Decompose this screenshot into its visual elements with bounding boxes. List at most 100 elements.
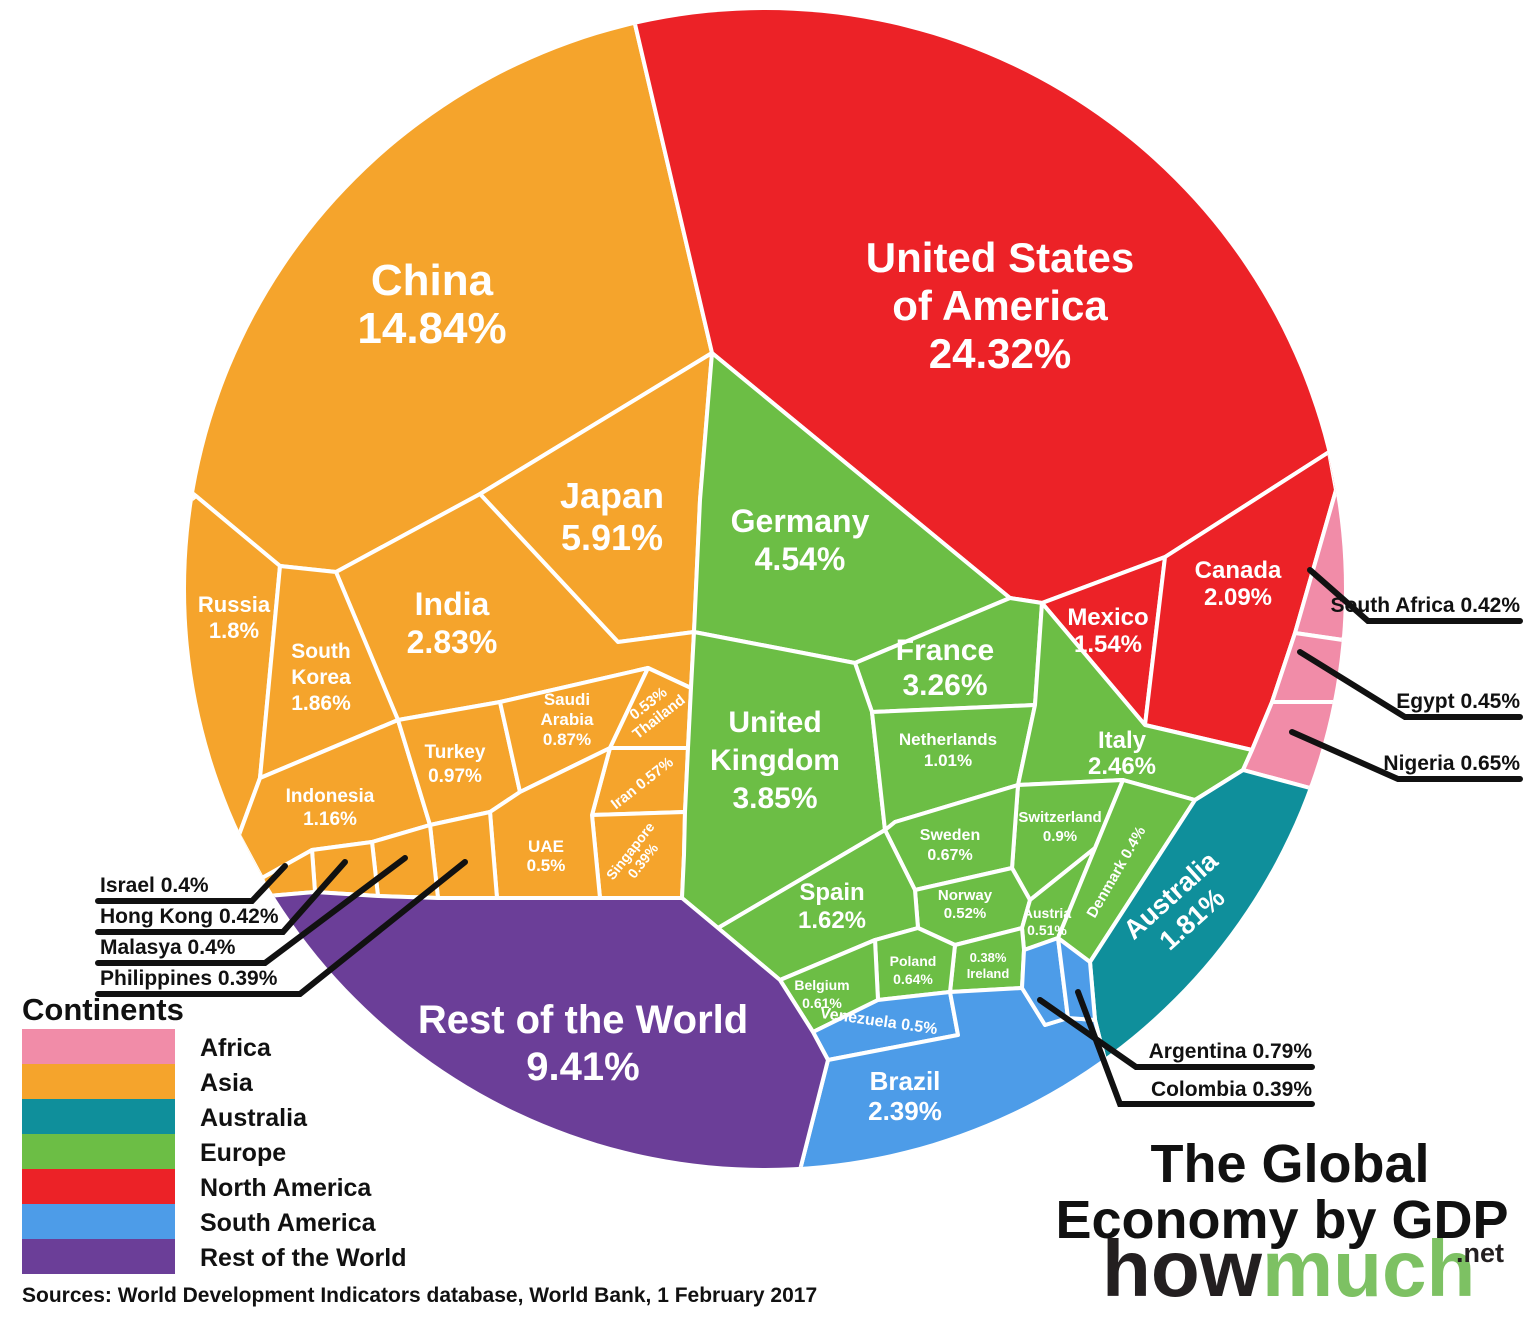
legend-label-north-america: North America <box>200 1174 372 1202</box>
germany-value: 4.54% <box>755 541 846 577</box>
mexico-value: 1.54% <box>1074 631 1142 658</box>
nigeria-callout-label: Nigeria 0.65% <box>1383 752 1520 775</box>
usa-label-2: of America <box>892 282 1108 329</box>
legend-swatch-south-america <box>22 1204 175 1239</box>
hong-kong-callout-line <box>95 859 348 935</box>
france-label: France <box>896 634 994 667</box>
mexico-label: Mexico <box>1067 604 1148 631</box>
legend-swatch-europe <box>22 1134 175 1169</box>
philippines-callout-label: Philippines 0.39% <box>100 967 278 990</box>
chart-title-line2: Economy by GDP <box>1055 1190 1508 1250</box>
germany-label: Germany <box>731 503 870 539</box>
india-label: India <box>415 586 490 622</box>
legend-label-asia: Asia <box>200 1069 254 1097</box>
south-korea-value: 1.86% <box>291 692 351 715</box>
indonesia-label: Indonesia <box>286 786 375 807</box>
logo-net-suffix: .net <box>1456 1238 1504 1268</box>
sweden-value: 0.67% <box>927 847 972 864</box>
cell-egypt <box>1270 631 1344 704</box>
legend-swatch-north-america <box>22 1169 175 1204</box>
south-korea-label-1: South <box>291 640 350 663</box>
russia-value: 1.8% <box>209 618 259 643</box>
china-label: China <box>371 256 494 305</box>
colombia-callout-label: Colombia 0.39% <box>1151 1078 1312 1101</box>
poland-value: 0.64% <box>893 971 933 987</box>
legend-label-australia: Australia <box>200 1104 308 1132</box>
russia-label: Russia <box>198 592 271 617</box>
legend-label-africa: Africa <box>200 1034 272 1062</box>
legend-swatch-australia <box>22 1099 175 1134</box>
switzerland-value: 0.9% <box>1043 828 1077 845</box>
austria-label: Austria <box>1023 905 1071 921</box>
uae-value: 0.5% <box>527 856 566 875</box>
south-africa-callout-label: South Africa 0.42% <box>1331 594 1521 617</box>
legend-label-south-america: South America <box>200 1209 377 1237</box>
philippines-callout-line <box>95 859 468 997</box>
norway-label: Norway <box>938 887 993 904</box>
legend-swatch-rest-of-world <box>22 1239 175 1274</box>
saudi-value: 0.87% <box>543 730 591 749</box>
legend: Continents Africa Asia Australia Europe … <box>22 992 406 1274</box>
india-value: 2.83% <box>407 624 498 660</box>
france-value: 3.26% <box>902 669 987 702</box>
indonesia-value: 1.16% <box>303 809 357 830</box>
legend-label-rest-of-world: Rest of the World <box>200 1244 406 1272</box>
hong-kong-callout-label: Hong Kong 0.42% <box>100 905 279 928</box>
canada-label: Canada <box>1195 557 1282 584</box>
malasya-callout-label: Malasya 0.4% <box>100 936 236 959</box>
chart-title-line1: The Global <box>1150 1134 1429 1194</box>
source-note: Sources: World Development Indicators da… <box>22 1284 817 1307</box>
uk-label-1: United <box>728 706 821 739</box>
italy-label: Italy <box>1098 727 1147 754</box>
saudi-label-1: Saudi <box>544 690 590 709</box>
cell-colombia <box>1056 936 1097 1022</box>
netherlands-value: 1.01% <box>924 751 972 770</box>
brazil-label: Brazil <box>870 1066 941 1096</box>
turkey-label: Turkey <box>425 742 486 763</box>
italy-value: 2.46% <box>1088 753 1156 780</box>
argentina-callout-line <box>1037 997 1315 1070</box>
canada-value: 2.09% <box>1204 584 1272 611</box>
south-africa-callout-line <box>1307 567 1523 624</box>
egypt-callout-label: Egypt 0.45% <box>1396 690 1520 713</box>
legend-title: Continents <box>22 992 184 1027</box>
turkey-value: 0.97% <box>428 766 482 787</box>
china-value: 14.84% <box>357 304 506 353</box>
south-korea-label-2: Korea <box>291 666 351 689</box>
norway-value: 0.52% <box>944 905 987 922</box>
japan-label: Japan <box>560 475 664 516</box>
uae-label: UAE <box>528 837 564 856</box>
switzerland-label: Switzerland <box>1018 809 1101 826</box>
rest-label: Rest of the World <box>418 998 748 1042</box>
logo-much: much <box>1262 1224 1475 1313</box>
logo-how: how <box>1102 1224 1263 1313</box>
brazil-value: 2.39% <box>868 1096 942 1126</box>
saudi-label-2: Arabia <box>541 710 594 729</box>
legend-label-europe: Europe <box>200 1139 286 1167</box>
malasya-callout-line <box>95 855 408 966</box>
spain-label: Spain <box>799 879 864 906</box>
title-block: The Global Economy by GDP how much .net <box>1055 1134 1508 1313</box>
cell-russia <box>186 494 282 837</box>
belgium-label: Belgium <box>794 977 849 993</box>
austria-value: 0.51% <box>1027 922 1067 938</box>
uk-label-2: Kingdom <box>710 744 840 777</box>
spain-value: 1.62% <box>798 907 866 934</box>
egypt-callout-line <box>1297 649 1523 720</box>
argentina-callout-label: Argentina 0.79% <box>1149 1040 1313 1063</box>
colombia-callout-line <box>1075 989 1315 1107</box>
usa-value: 24.32% <box>929 330 1071 377</box>
japan-value: 5.91% <box>561 517 663 558</box>
nigeria-callout-line <box>1289 729 1523 782</box>
rest-value: 9.41% <box>526 1045 639 1089</box>
ireland-value: 0.38% <box>970 950 1007 965</box>
legend-swatch-asia <box>22 1064 175 1099</box>
poland-label: Poland <box>890 953 937 969</box>
uk-value: 3.85% <box>732 782 817 815</box>
usa-label-1: United States <box>866 234 1134 281</box>
legend-swatch-africa <box>22 1029 175 1064</box>
sweden-label: Sweden <box>920 827 980 844</box>
israel-callout-line <box>95 863 288 904</box>
